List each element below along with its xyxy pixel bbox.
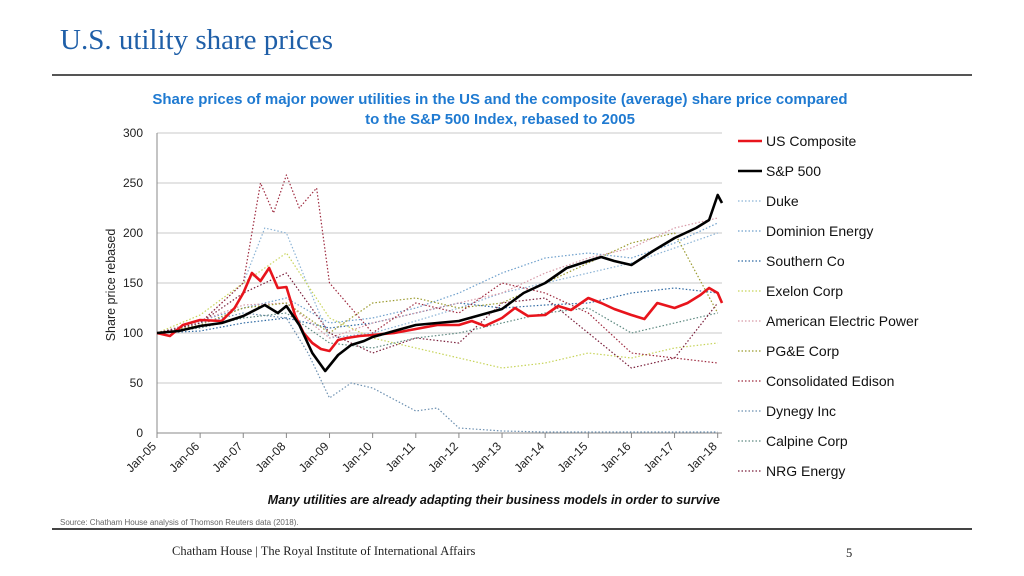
slide-title: U.S. utility share prices bbox=[60, 24, 334, 56]
series-line-s-p-500 bbox=[156, 193, 724, 373]
y-tick-label: 150 bbox=[123, 276, 143, 290]
x-tick-label: Jan-12 bbox=[425, 439, 461, 475]
legend-label: NRG Energy bbox=[766, 463, 845, 479]
chart-title: Share prices of major power utilities in… bbox=[152, 91, 848, 128]
x-tick-label: Jan-17 bbox=[641, 439, 677, 475]
y-tick-label: 0 bbox=[136, 426, 143, 440]
legend-label: American Electric Power bbox=[766, 313, 919, 329]
footer-divider bbox=[52, 528, 972, 530]
series-line-calpine-corp bbox=[156, 307, 718, 349]
y-tick-label: 200 bbox=[123, 226, 143, 240]
chart-legend: US Composite S&P 500 Duke Dominion Energy So… bbox=[738, 133, 919, 479]
x-tick-label: Jan-13 bbox=[468, 439, 504, 475]
legend-label: PG&E Corp bbox=[766, 343, 839, 359]
x-tick-label: Jan-14 bbox=[511, 439, 547, 475]
series-line-american-electric-power bbox=[156, 217, 718, 339]
legend-label: S&P 500 bbox=[766, 163, 821, 179]
page-number: 5 bbox=[846, 546, 853, 560]
y-tick-label: 250 bbox=[123, 176, 143, 190]
x-tick-label: Jan-18 bbox=[684, 439, 720, 475]
legend-label: Southern Co bbox=[766, 253, 845, 269]
x-tick-label: Jan-09 bbox=[296, 439, 332, 475]
series-line-us-composite bbox=[156, 266, 724, 353]
series-line-consolidated-edison bbox=[156, 174, 718, 364]
series-line-dominion-energy bbox=[156, 222, 718, 334]
chart-caption: Many utilities are already adapting thei… bbox=[267, 493, 720, 507]
x-tick-label: Jan-16 bbox=[598, 439, 634, 475]
y-tick-label: 50 bbox=[130, 376, 144, 390]
series-line-exelon-corp bbox=[156, 252, 718, 369]
legend-label: Exelon Corp bbox=[766, 283, 843, 299]
series-line-nrg-energy bbox=[156, 272, 719, 369]
x-tick-label: Jan-10 bbox=[339, 439, 375, 475]
series-line-dynegy-inc bbox=[156, 312, 718, 433]
footer-text: Chatham House | The Royal Institute of I… bbox=[172, 544, 476, 558]
y-tick-label: 100 bbox=[123, 326, 143, 340]
title-divider bbox=[52, 74, 972, 76]
legend-label: Consolidated Edison bbox=[766, 373, 894, 389]
legend-label: Calpine Corp bbox=[766, 433, 848, 449]
series-line-pg-e-corp bbox=[156, 232, 719, 334]
chart-plot-area bbox=[156, 174, 724, 433]
x-tick-label: Jan-15 bbox=[555, 439, 591, 475]
legend-label: Dynegy Inc bbox=[766, 403, 836, 419]
legend-label: Dominion Energy bbox=[766, 223, 873, 239]
x-tick-label: Jan-07 bbox=[210, 439, 246, 475]
series-line-duke bbox=[156, 227, 718, 339]
legend-label: Duke bbox=[766, 193, 799, 209]
x-tick-label: Jan-08 bbox=[253, 439, 289, 475]
y-axis-label: Share price rebased bbox=[104, 229, 118, 342]
chart-gridlines bbox=[157, 132, 722, 434]
x-tick-label: Jan-06 bbox=[166, 439, 202, 475]
legend-label: US Composite bbox=[766, 133, 856, 149]
x-tick-label: Jan-05 bbox=[123, 439, 159, 475]
x-tick-label: Jan-11 bbox=[383, 439, 418, 474]
source-note: Source: Chatham House analysis of Thomso… bbox=[60, 518, 299, 527]
y-tick-label: 300 bbox=[123, 126, 143, 140]
